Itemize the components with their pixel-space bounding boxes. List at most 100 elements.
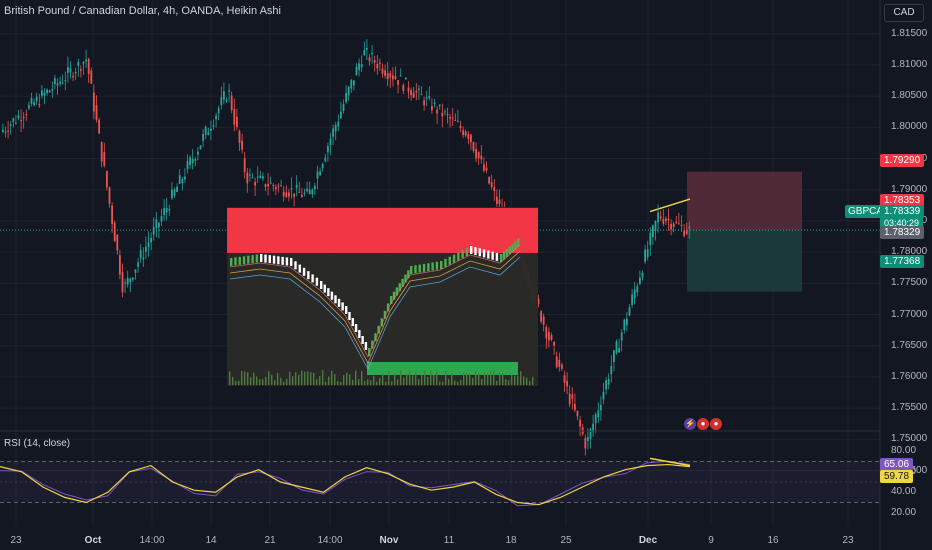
candle-body [407, 87, 410, 92]
candle-body [184, 176, 186, 180]
inset-volume-bar [502, 373, 504, 385]
price-axis-label: 1.77500 [891, 277, 928, 289]
candle-body [340, 111, 342, 118]
candle-body [303, 192, 306, 194]
rsi-divergence-line [649, 457, 691, 467]
inset-candle [410, 266, 413, 274]
inset-candle [377, 325, 380, 334]
candle-body [329, 138, 332, 146]
candle-body [288, 192, 290, 197]
lightning-icon[interactable]: ⚡ [684, 418, 696, 430]
inset-volume-bar [274, 380, 276, 385]
candle-body [381, 68, 384, 74]
candle-body [64, 80, 67, 82]
earnings-icon[interactable]: ● [710, 418, 722, 430]
inset-candle [452, 254, 456, 263]
inset-candle [418, 264, 421, 273]
earnings-icon[interactable]: ● [697, 418, 709, 430]
candle-body [137, 262, 139, 267]
currency-button[interactable]: CAD [884, 4, 924, 22]
candle-body [623, 319, 626, 331]
rsi-title: RSI (14, close) [4, 438, 71, 449]
inset-moving-average [229, 250, 521, 364]
price-axis-label: 1.80000 [891, 121, 928, 133]
candle-body [366, 47, 368, 50]
stop-price-tag: 1.79290 [880, 154, 925, 167]
inset-volume-bar [349, 374, 351, 385]
inset-volume-bar [250, 377, 252, 385]
candle-body [82, 61, 85, 64]
inset-candle [230, 258, 233, 266]
candle-body [90, 70, 93, 84]
inset-candle [290, 258, 293, 266]
inset-volume-bar [424, 370, 426, 385]
candle-body [280, 185, 282, 187]
candle-body [600, 404, 602, 411]
candle-body [355, 66, 358, 76]
candle-body [116, 234, 119, 251]
inset-candle [422, 263, 426, 272]
candle-body [220, 97, 223, 106]
inset-volume-bar [523, 376, 525, 385]
candle-body [106, 171, 108, 188]
candle-body [441, 112, 444, 117]
candle-body [644, 249, 646, 262]
inset-candle [478, 248, 481, 257]
candle-body [566, 380, 568, 387]
candle-body [259, 175, 262, 178]
candle-body [342, 104, 345, 111]
candle-body [35, 96, 38, 101]
inset-candle [277, 256, 280, 265]
inset-volume-bar [379, 377, 381, 385]
candle-body [561, 364, 563, 369]
inset-candle [334, 295, 337, 304]
inset-volume-bar [484, 372, 486, 385]
time-axis-label: 14:00 [139, 535, 165, 546]
candle-body [4, 131, 7, 133]
candle-body [87, 59, 90, 75]
candle-body [472, 142, 475, 151]
inset-candle [311, 274, 314, 283]
inset-candle [500, 254, 503, 262]
inset-volume-bar [319, 375, 321, 385]
inset-volume-bar [322, 370, 324, 385]
time-axis-label: Nov [379, 535, 399, 546]
candle-body [119, 255, 121, 275]
inset-candle [307, 271, 310, 280]
time-axis-label: 23 [10, 535, 22, 546]
candle-body [20, 119, 22, 122]
inset-volume-bar [487, 373, 489, 385]
inset-volume-bar [346, 372, 348, 385]
candle-body [457, 121, 459, 123]
candle-body [639, 277, 641, 284]
inset-candle [247, 255, 250, 264]
inset-candle [315, 277, 319, 286]
inset-volume-bar [403, 377, 405, 385]
inset-candle [294, 261, 297, 270]
inset-candle [470, 246, 473, 254]
inset-volume-bar [439, 381, 441, 385]
candle-body [98, 119, 100, 134]
candle-body [459, 125, 462, 129]
candle-body [652, 225, 654, 238]
candle-body [69, 68, 72, 73]
inset-volume-bar [382, 373, 384, 385]
inset-candle [337, 298, 341, 307]
candle-body [537, 298, 540, 305]
inset-volume-bar [499, 373, 501, 385]
candle-body [571, 394, 574, 399]
inset-volume-bar [466, 372, 468, 385]
inset-candle [380, 318, 383, 327]
candle-body [147, 242, 150, 247]
candle-body [587, 437, 589, 442]
inset-volume-bar [397, 379, 399, 385]
candle-body [558, 359, 561, 367]
inset-volume-bar [313, 372, 315, 385]
inset-volume-bar [286, 378, 288, 385]
inset-candle [371, 340, 374, 349]
inset-volume-bar [244, 371, 246, 385]
candle-body [337, 121, 340, 127]
inset-candle [392, 291, 396, 300]
inset-volume-bar [298, 375, 300, 385]
